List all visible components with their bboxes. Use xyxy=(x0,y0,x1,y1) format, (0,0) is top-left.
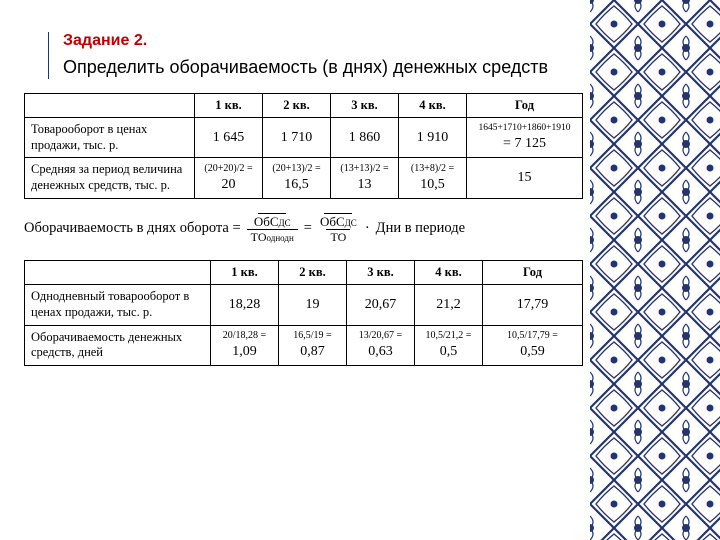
t2r0c4-val: 17,79 xyxy=(517,297,549,312)
table-1-row-1: Средняя за период величина денежных сред… xyxy=(25,158,583,198)
t2r1c4-calc: 10,5/17,79 = xyxy=(487,330,578,343)
t1r0c1: 1 710 xyxy=(263,118,331,158)
t1r1c0: (20+20)/2 =20 xyxy=(195,158,263,198)
formula-eq: = xyxy=(304,220,312,237)
t1r0c4-calc: 1645+1710+1860+1910 xyxy=(471,123,578,135)
t1r1c1-val: 16,5 xyxy=(284,177,309,192)
t1r1c3: (13+8)/2 =10,5 xyxy=(399,158,467,198)
t2r1c0-val: 1,09 xyxy=(232,344,257,359)
t1r1c2-calc: (13+13)/2 = xyxy=(335,163,394,176)
t1r0c3: 1 910 xyxy=(399,118,467,158)
t2r1c3: 10,5/21,2 =0,5 xyxy=(415,325,483,365)
content-area: Задание 2. Определить оборачиваемость (в… xyxy=(24,32,584,366)
t1r0c3-val: 1 910 xyxy=(417,130,449,145)
table-2-header-row: 1 кв. 2 кв. 3 кв. 4 кв. Год xyxy=(25,260,583,285)
formula-lhs: Оборачиваемость в днях оборота = xyxy=(24,220,241,237)
formula-frac-1: ОбСДС ТОоднодн xyxy=(247,213,298,244)
t2r1c0-calc: 20/18,28 = xyxy=(215,330,274,343)
t2r0c2: 20,67 xyxy=(347,285,415,325)
formula-frac-2: ОбСДС ТО xyxy=(318,213,359,244)
table-1-h1: 1 кв. xyxy=(195,93,263,118)
t1r0c2-val: 1 860 xyxy=(349,130,381,145)
formula: Оборачиваемость в днях оборота = ОбСДС Т… xyxy=(24,213,584,244)
table-1-row-0: Товарооборот в ценах продажи, тыс. р. 1 … xyxy=(25,118,583,158)
t2r1c4: 10,5/17,79 =0,59 xyxy=(483,325,583,365)
f1-den: ТО xyxy=(251,230,267,244)
t1r1c0-calc: (20+20)/2 = xyxy=(199,163,258,176)
t1r1c4: 15 xyxy=(467,158,583,198)
t1r1c1: (20+13)/2 =16,5 xyxy=(263,158,331,198)
table-2-h1: 1 кв. xyxy=(211,260,279,285)
t1r0c0-val: 1 645 xyxy=(213,130,245,145)
t2r1c2-val: 0,63 xyxy=(368,344,393,359)
table-1-h2: 2 кв. xyxy=(263,93,331,118)
t1r1c4-val: 15 xyxy=(518,170,532,185)
slide: Задание 2. Определить оборачиваемость (в… xyxy=(0,0,720,540)
t2r1c2-calc: 13/20,67 = xyxy=(351,330,410,343)
table-1-header-row: 1 кв. 2 кв. 3 кв. 4 кв. Год xyxy=(25,93,583,118)
t2r1c1-val: 0,87 xyxy=(300,344,325,359)
f2-num-sub: ДС xyxy=(345,218,357,228)
t2r0c4: 17,79 xyxy=(483,285,583,325)
f1-num-sub: ДС xyxy=(279,218,291,228)
table-2-h5: Год xyxy=(483,260,583,285)
f1-num: ОбС xyxy=(254,214,279,229)
t1r0c4-val: = 7 125 xyxy=(503,136,546,151)
table-2-row-1: Оборачиваемость денежных средств, дней 2… xyxy=(25,325,583,365)
t2r1c2: 13/20,67 =0,63 xyxy=(347,325,415,365)
title-block: Задание 2. Определить оборачиваемость (в… xyxy=(48,32,584,79)
table-2-h0 xyxy=(25,260,211,285)
task-label: Задание 2. xyxy=(63,32,584,50)
table-1: 1 кв. 2 кв. 3 кв. 4 кв. Год Товарооборот… xyxy=(24,93,583,199)
t2r1c1-calc: 16,5/19 = xyxy=(283,330,342,343)
t2r1c3-val: 0,5 xyxy=(440,344,458,359)
table-1-h5: Год xyxy=(467,93,583,118)
formula-rhs: Дни в периоде xyxy=(376,220,465,237)
t2r0c3: 21,2 xyxy=(415,285,483,325)
table-2-h4: 4 кв. xyxy=(415,260,483,285)
table-1-h0 xyxy=(25,93,195,118)
table-1-h4: 4 кв. xyxy=(399,93,467,118)
t1r0c2: 1 860 xyxy=(331,118,399,158)
t2r1c1: 16,5/19 =0,87 xyxy=(279,325,347,365)
t1r1c0-val: 20 xyxy=(222,177,236,192)
task-title: Определить оборачиваемость (в днях) дене… xyxy=(63,56,584,79)
t2r0c2-val: 20,67 xyxy=(365,297,397,312)
t2r0c1: 19 xyxy=(279,285,347,325)
decorative-pattern xyxy=(590,0,720,540)
t1r1c3-calc: (13+8)/2 = xyxy=(403,163,462,176)
pattern-svg xyxy=(590,0,720,540)
t2r1c3-calc: 10,5/21,2 = xyxy=(419,330,478,343)
table-2-h2: 2 кв. xyxy=(279,260,347,285)
t1r0c4: 1645+1710+1860+1910 = 7 125 xyxy=(467,118,583,158)
t1r0c1-val: 1 710 xyxy=(281,130,313,145)
formula-dot: · xyxy=(365,220,370,237)
t1r1c2: (13+13)/2 =13 xyxy=(331,158,399,198)
table-1-h3: 3 кв. xyxy=(331,93,399,118)
t2r1-label: Оборачиваемость денежных средств, дней xyxy=(25,325,211,365)
t2r0c0: 18,28 xyxy=(211,285,279,325)
f1-den-sub: однодн xyxy=(267,233,294,243)
table-2: 1 кв. 2 кв. 3 кв. 4 кв. Год Однодневный … xyxy=(24,260,583,366)
t1r0c0: 1 645 xyxy=(195,118,263,158)
table-2-h3: 3 кв. xyxy=(347,260,415,285)
t2r1c0: 20/18,28 =1,09 xyxy=(211,325,279,365)
t2r1c4-val: 0,59 xyxy=(520,344,545,359)
t1r1c3-val: 10,5 xyxy=(420,177,445,192)
t1r1-label: Средняя за период величина денежных сред… xyxy=(25,158,195,198)
t2r0c1-val: 19 xyxy=(306,297,320,312)
table-2-row-0: Однодневный товарооборот в ценах продажи… xyxy=(25,285,583,325)
f2-num: ОбС xyxy=(320,214,345,229)
t2r0-label: Однодневный товарооборот в ценах продажи… xyxy=(25,285,211,325)
t1r1c1-calc: (20+13)/2 = xyxy=(267,163,326,176)
t2r0c0-val: 18,28 xyxy=(229,297,261,312)
t1r1c2-val: 13 xyxy=(358,177,372,192)
f2-den: ТО xyxy=(330,230,346,244)
t2r0c3-val: 21,2 xyxy=(436,297,461,312)
t1r0-label: Товарооборот в ценах продажи, тыс. р. xyxy=(25,118,195,158)
